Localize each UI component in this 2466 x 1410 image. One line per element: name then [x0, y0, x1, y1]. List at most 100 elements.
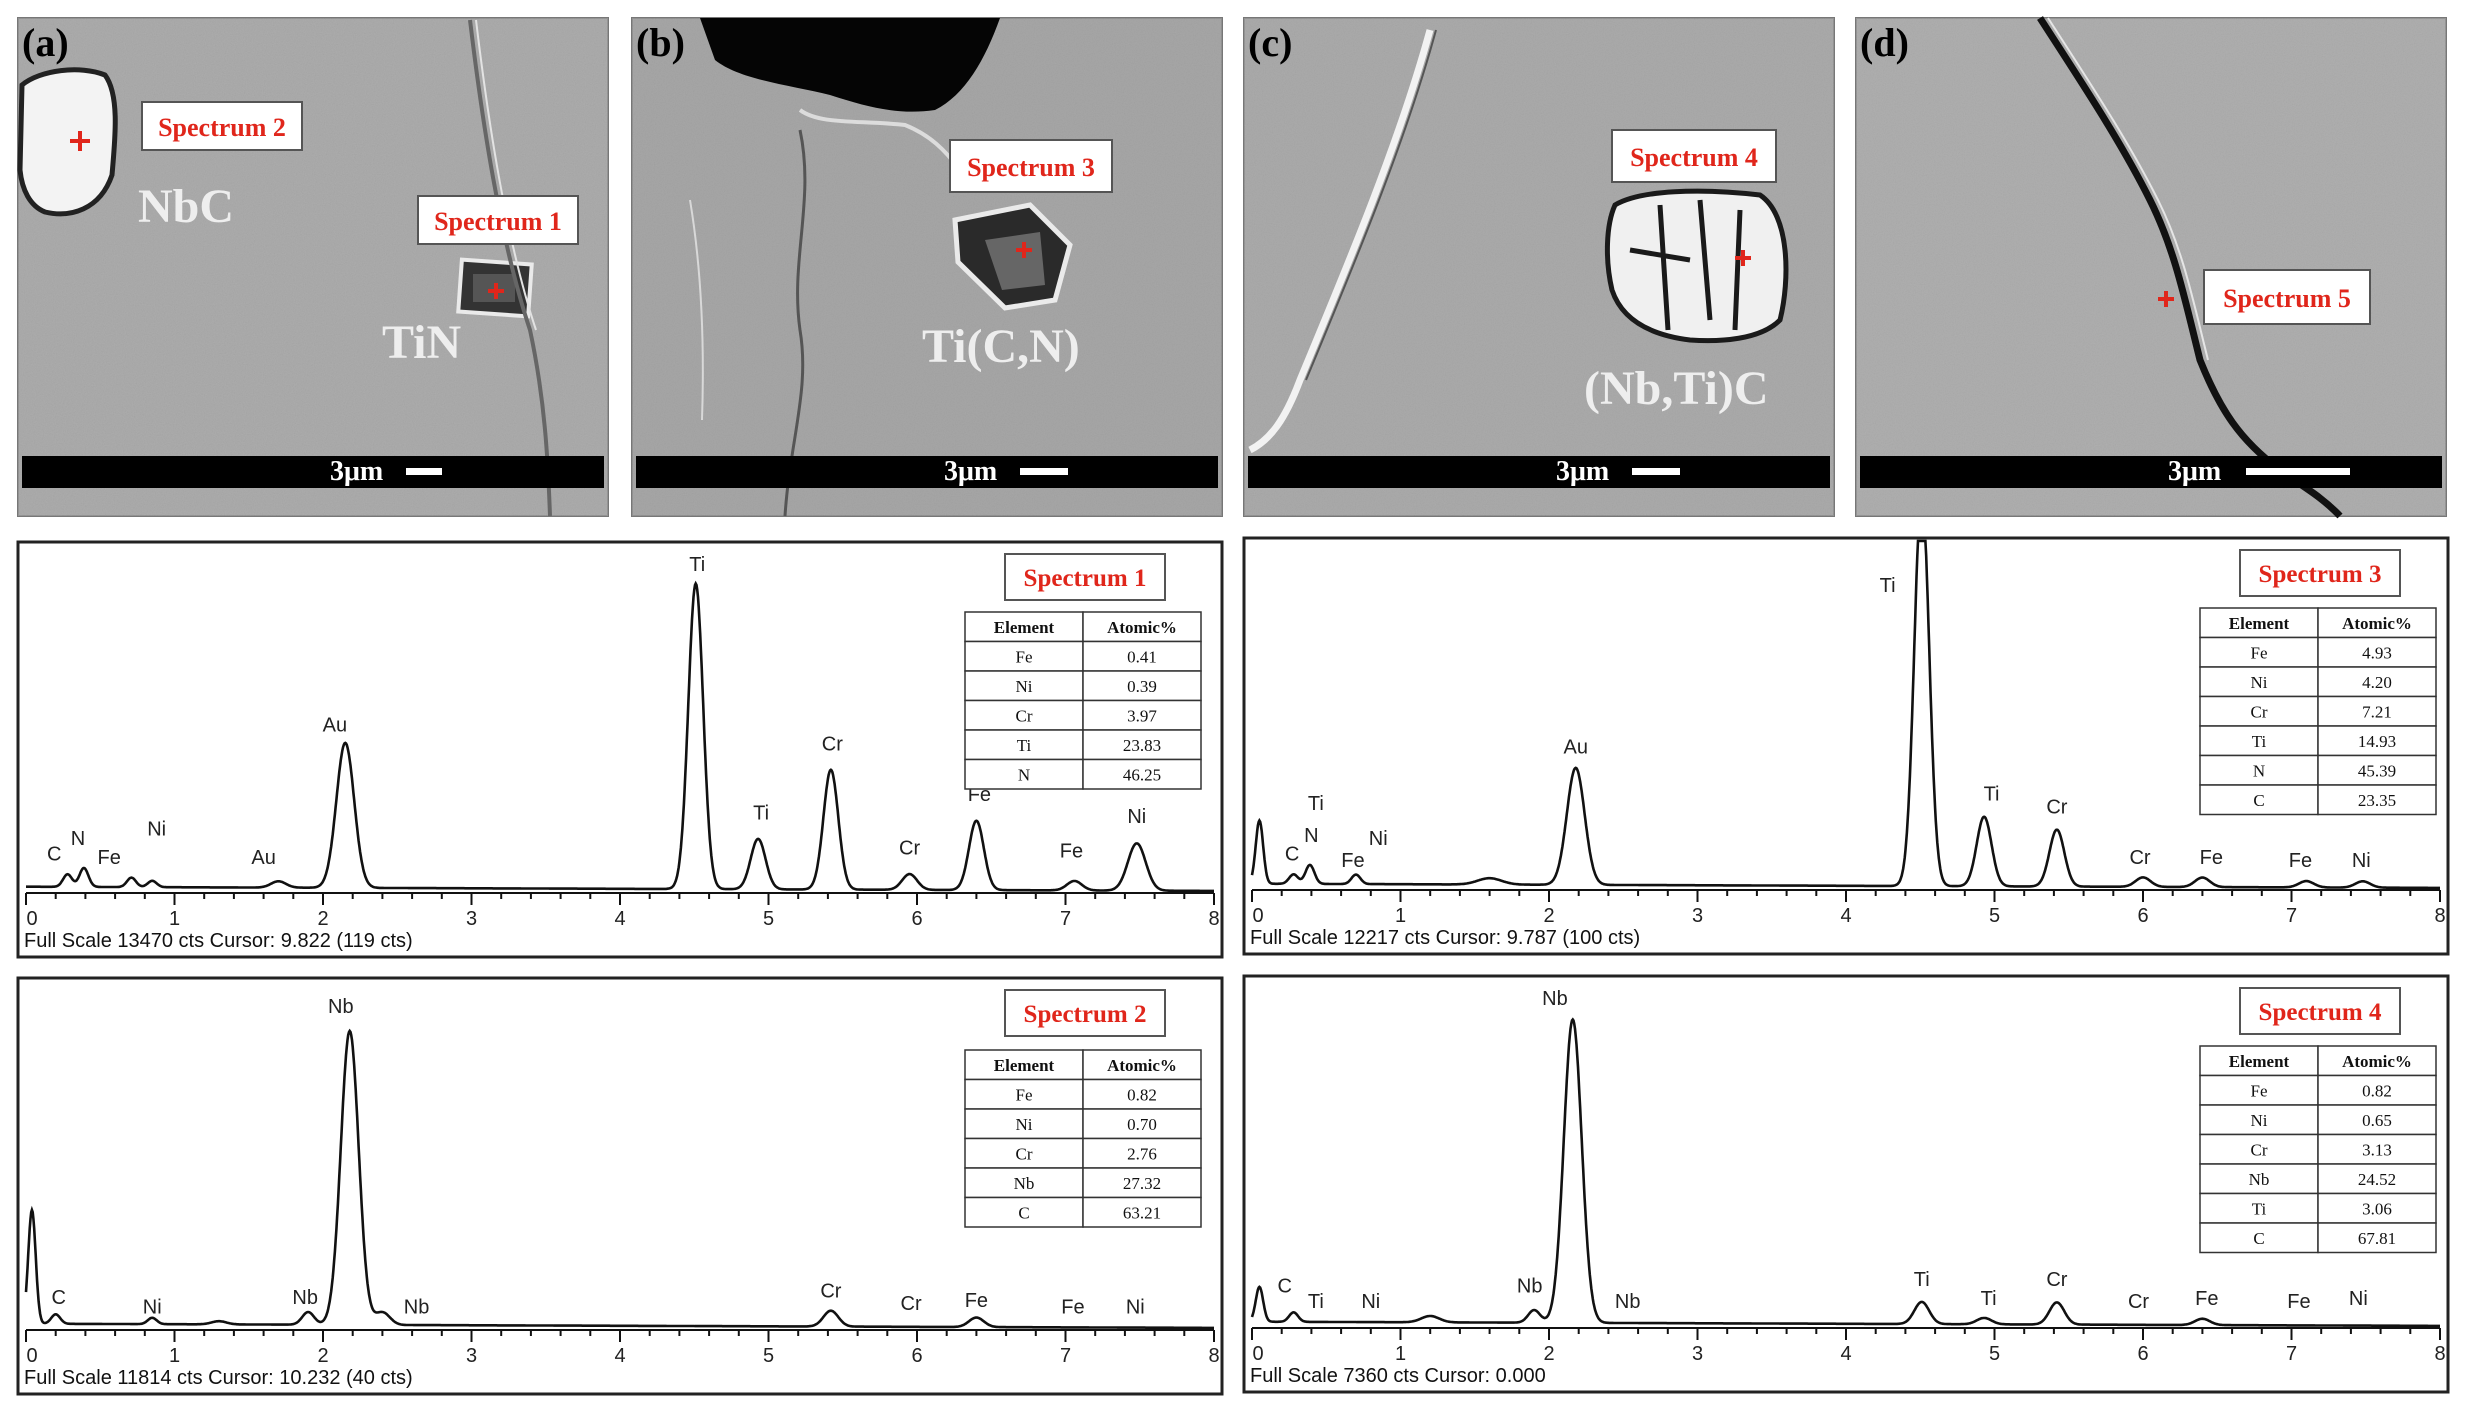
table-cell [2317, 695, 2437, 727]
spectrum-tag-box [949, 139, 1113, 193]
table-value: Ti [1017, 736, 1032, 755]
peak-label: Ti [1914, 1269, 1930, 1291]
tick-label: 3 [1692, 1343, 1703, 1365]
table-header-cell [2317, 607, 2437, 639]
table-value: Ni [1016, 1115, 1033, 1134]
tick-label: 8 [2434, 905, 2445, 927]
panel-label-b: (b) [636, 20, 685, 65]
tick-label: 5 [763, 1345, 774, 1367]
scale-bar-band [22, 456, 604, 488]
sem-panel-b: (b) Spectrum 3 Ti(C,N) 3μm [631, 17, 1223, 517]
spectrum-tag: Spectrum 5 [2223, 284, 2351, 313]
table-header: Element [2229, 1052, 2290, 1071]
scale-text: 3μm [944, 456, 997, 487]
peak-label: Ti [1880, 575, 1896, 597]
tick-label: 6 [911, 1345, 922, 1367]
table-header-cell [964, 1049, 1084, 1081]
peak-label: Cr [820, 1281, 841, 1303]
table-cell [1082, 1167, 1202, 1199]
full-scale-footer: Full Scale 13470 cts Cursor: 9.822 (119 … [24, 930, 413, 952]
table-cell [2199, 1133, 2319, 1165]
peak-label: C [1285, 844, 1299, 866]
tick-label: 4 [614, 908, 625, 930]
table-cell [2199, 636, 2319, 668]
table-header: Atomic% [1107, 618, 1177, 637]
table-value: 0.39 [1127, 677, 1157, 696]
spectrum-title: Spectrum 2 [1024, 1001, 1147, 1028]
table-value: 67.81 [2358, 1229, 2396, 1248]
spectrum-tag: Spectrum 3 [967, 153, 1095, 182]
sem-panel-a: (a) Spectrum 2 Spectrum 1 NbC TiN 3μm [17, 17, 609, 517]
table-value: 14.93 [2358, 732, 2396, 751]
table-value: 45.39 [2358, 762, 2396, 781]
table-value: 7.21 [2362, 703, 2392, 722]
table-cell [2317, 1222, 2437, 1254]
phase-label: NbC [138, 180, 234, 233]
full-scale-footer: Full Scale 12217 cts Cursor: 9.787 (100 … [1250, 927, 1640, 949]
scale-bar-band [1860, 456, 2442, 488]
scale-bar [1632, 468, 1680, 475]
peak-label: C [51, 1287, 65, 1309]
peak-label: Ti [1308, 1291, 1324, 1313]
peak-label: Ti [1981, 1288, 1997, 1310]
table-cell [2317, 784, 2437, 816]
peak-label: Au [323, 715, 347, 737]
table-value: Cr [1016, 707, 1033, 726]
table-value: C [2253, 791, 2264, 810]
pore-void [700, 18, 1000, 112]
table-header: Element [2229, 614, 2290, 633]
spectrum-tag-box [1611, 129, 1777, 183]
peak-label: Ti [1984, 784, 2000, 806]
tick-label: 2 [1543, 1343, 1554, 1365]
peak-label: N [71, 828, 85, 850]
composition-table: Element Atomic% Fe 4.93 Ni 4.20 Cr 7.21 Ti 14.93 N… [2199, 607, 2437, 816]
tick-label: 8 [2434, 1343, 2445, 1365]
table-header-cell [2199, 1045, 2319, 1077]
table-value: Fe [2251, 644, 2268, 663]
table-value: 3.06 [2362, 1200, 2392, 1219]
table-cell [964, 729, 1084, 761]
table-value: Fe [1016, 1086, 1033, 1105]
tick-label: 7 [2286, 1343, 2297, 1365]
peak-label: Au [1563, 736, 1587, 758]
table-value: Nb [1014, 1174, 1035, 1193]
spectrum-title-box [1004, 553, 1166, 601]
peak-label: Ni [1127, 806, 1146, 828]
scale-bar [1020, 468, 1068, 475]
table-value: N [1018, 766, 1030, 785]
composition-table: Element Atomic% Fe 0.41 Ni 0.39 Cr 3.97 Ti 23.83 N… [964, 611, 1202, 790]
table-value: Cr [2251, 1141, 2268, 1160]
table-header: Element [994, 618, 1055, 637]
table-value: Ni [2251, 1111, 2268, 1130]
peak-label: Fe [2195, 1288, 2218, 1310]
marker-cross [1016, 242, 1032, 258]
peak-label: Cr [2046, 796, 2067, 818]
composition-table: Element Atomic% Fe 0.82 Ni 0.70 Cr 2.76 Nb 27.32 C… [964, 1049, 1202, 1228]
table-cell [964, 758, 1084, 790]
peak-label: Fe [1061, 1296, 1084, 1318]
table-value: Ni [2251, 673, 2268, 692]
table-cell [964, 1108, 1084, 1140]
table-value: Fe [1016, 648, 1033, 667]
tick-label: 4 [614, 1345, 625, 1367]
scale-bar-band [1248, 456, 1830, 488]
spectrum-tag-box [141, 101, 303, 151]
peak-label: Cr [2046, 1269, 2067, 1291]
tick-label: 3 [466, 1345, 477, 1367]
table-cell [1082, 758, 1202, 790]
table-value: Ti [2252, 732, 2267, 751]
peak-label: Fe [965, 1290, 988, 1312]
table-value: 4.93 [2362, 644, 2392, 663]
spectrum-title: Spectrum 3 [2259, 561, 2382, 588]
table-value: Ti [2252, 1200, 2267, 1219]
peak-label: Cr [901, 1293, 922, 1315]
tick-label: 5 [1989, 905, 2000, 927]
peak-label: Fe [2200, 847, 2223, 869]
spectrum-tag-box [417, 195, 579, 245]
table-value: N [2253, 762, 2265, 781]
peak-label: Ni [1369, 828, 1388, 850]
grain-boundary-b [783, 129, 807, 517]
peak-label: Au [251, 847, 275, 869]
peak-label: Nb [1615, 1291, 1641, 1313]
